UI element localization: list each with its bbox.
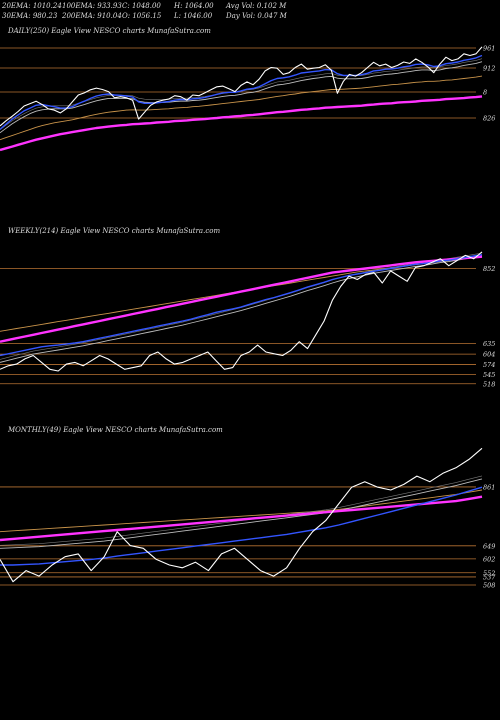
weekly-level-label: 518 xyxy=(483,380,495,388)
daily-ema-long-line xyxy=(0,95,483,152)
weekly-level-label: 852 xyxy=(483,265,495,273)
daily-level-label: 961 xyxy=(483,45,495,53)
monthly-ema-slow-line xyxy=(0,489,483,533)
monthly-ema-mid-line xyxy=(0,478,483,549)
monthly-level-label: 602 xyxy=(483,555,495,563)
weekly-level-label: 635 xyxy=(483,340,495,348)
daily-chart-title: DAILY(250) Eagle View NESCO charts Munaf… xyxy=(7,27,211,35)
weekly-level-label: 574 xyxy=(483,361,495,369)
weekly-price-line xyxy=(0,251,483,372)
daily-ema-fast-line xyxy=(0,54,483,130)
low-value: L: 1046.00 xyxy=(174,12,213,20)
monthly-ema-long-line xyxy=(0,495,483,542)
monthly-ema-fast-line xyxy=(0,486,483,566)
indicator-header: 20EMA: 1010.24 100EMA: 933.93 C: 1048.00… xyxy=(0,0,500,22)
daily-price-line xyxy=(0,46,483,127)
monthly-chart-title: MONTHLY(49) Eagle View NESCO charts Muna… xyxy=(7,426,223,434)
daily-chart-panel: DAILY(250) Eagle View NESCO charts Munaf… xyxy=(0,27,495,152)
weekly-level-label: 604 xyxy=(483,351,495,359)
ema20-value: 20EMA: 1010.24 xyxy=(2,2,62,10)
avg-volume-value: Avg Vol: 0.102 M xyxy=(226,2,287,10)
daily-level-label: 826 xyxy=(483,115,495,123)
monthly-price-line xyxy=(0,447,483,583)
monthly-level-label: 649 xyxy=(483,542,495,550)
weekly-ema-fast-line xyxy=(0,254,483,357)
weekly-chart-title: WEEKLY(214) Eagle View NESCO charts Muna… xyxy=(8,227,220,235)
weekly-ema-long-line xyxy=(0,255,483,343)
daily-ema-mid-line xyxy=(0,61,483,134)
monthly-chart-panel: MONTHLY(49) Eagle View NESCO charts Muna… xyxy=(0,426,496,590)
ema30-value: 30EMA: 980.23 xyxy=(2,12,58,20)
ema100-value: 100EMA: 933.93 xyxy=(62,2,122,10)
open-value: O: 1056.15 xyxy=(122,12,162,20)
monthly-level-label: 861 xyxy=(483,483,495,491)
high-value: H: 1064.00 xyxy=(174,2,214,10)
daily-ema-slow-line xyxy=(0,75,483,141)
close-value: C: 1048.00 xyxy=(122,2,161,10)
weekly-ema-mid-line xyxy=(0,255,483,363)
monthly-level-label: 508 xyxy=(483,582,495,590)
ema200-value: 200EMA: 910.04 xyxy=(62,12,122,20)
weekly-chart-panel: WEEKLY(214) Eagle View NESCO charts Muna… xyxy=(0,227,495,388)
day-volume-value: Day Vol: 0.047 M xyxy=(226,12,287,20)
monthly-level-label: 537 xyxy=(483,573,496,581)
daily-level-label: 8 xyxy=(483,89,487,97)
monthly-level-label: 552 xyxy=(483,569,495,577)
daily-level-label: 912 xyxy=(483,65,495,73)
weekly-level-label: 545 xyxy=(483,371,495,379)
